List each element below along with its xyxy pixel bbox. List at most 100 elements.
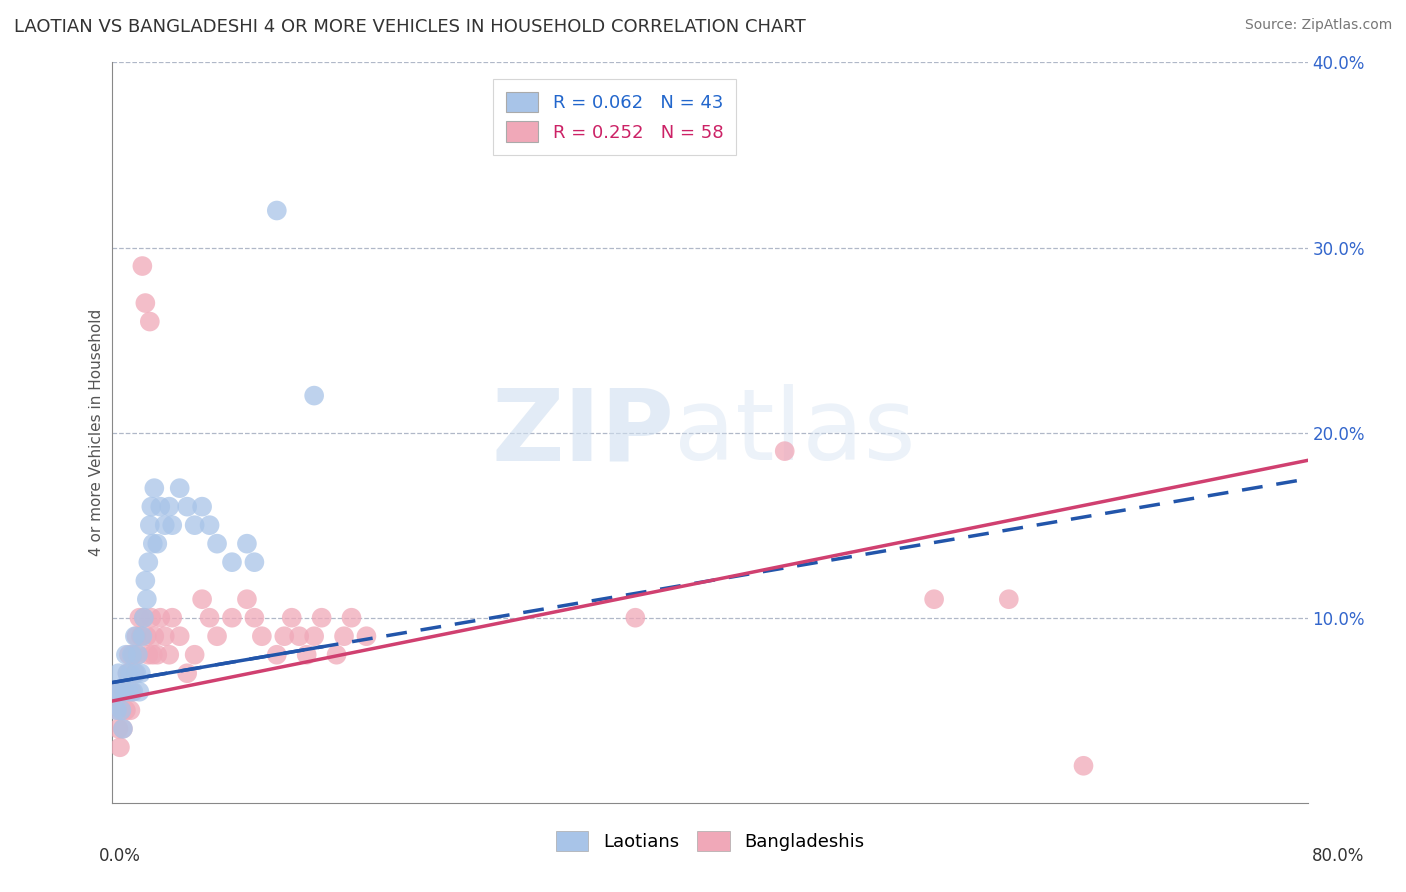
Point xyxy=(131,259,153,273)
Point xyxy=(141,500,163,514)
Point xyxy=(120,666,142,681)
Legend: R = 0.062   N = 43, R = 0.252   N = 58: R = 0.062 N = 43, R = 0.252 N = 58 xyxy=(494,78,735,155)
Point xyxy=(114,685,135,699)
Point xyxy=(122,685,145,699)
Point xyxy=(129,629,152,643)
Point xyxy=(118,648,141,662)
Point xyxy=(146,648,169,662)
Point xyxy=(176,500,198,514)
Point xyxy=(302,629,325,643)
Point xyxy=(118,685,141,699)
Point xyxy=(108,685,131,699)
Point xyxy=(131,629,153,643)
Point xyxy=(138,555,160,569)
Point xyxy=(922,592,945,607)
Point xyxy=(127,648,149,662)
Point xyxy=(104,685,127,699)
Point xyxy=(157,500,180,514)
Point xyxy=(236,592,259,607)
Point xyxy=(149,500,172,514)
Point xyxy=(146,536,169,550)
Point xyxy=(176,666,198,681)
Point xyxy=(115,703,138,717)
Text: 0.0%: 0.0% xyxy=(98,847,141,865)
Point xyxy=(132,610,155,624)
Point xyxy=(356,629,378,643)
Point xyxy=(124,629,146,643)
Point xyxy=(205,536,228,550)
Point xyxy=(142,648,165,662)
Point xyxy=(135,629,157,643)
Point xyxy=(143,481,166,495)
Point xyxy=(250,629,273,643)
Point xyxy=(111,722,134,736)
Point xyxy=(198,610,221,624)
Point xyxy=(127,648,149,662)
Point xyxy=(128,610,150,624)
Point xyxy=(624,610,647,624)
Point xyxy=(117,666,139,681)
Point xyxy=(110,703,132,717)
Point xyxy=(205,629,228,643)
Point xyxy=(221,610,243,624)
Point xyxy=(243,610,266,624)
Point xyxy=(134,574,156,588)
Point xyxy=(183,648,205,662)
Point xyxy=(773,444,796,458)
Point xyxy=(104,685,127,699)
Point xyxy=(169,629,191,643)
Point xyxy=(115,648,138,662)
Point xyxy=(124,666,146,681)
Point xyxy=(122,648,145,662)
Point xyxy=(153,518,176,533)
Point xyxy=(162,610,183,624)
Point xyxy=(139,518,162,533)
Point xyxy=(311,610,333,624)
Point xyxy=(105,703,128,717)
Point xyxy=(162,518,183,533)
Point xyxy=(221,555,243,569)
Point xyxy=(191,500,214,514)
Point xyxy=(121,648,143,662)
Point xyxy=(998,592,1021,607)
Point xyxy=(1073,758,1095,772)
Point xyxy=(121,685,143,699)
Point xyxy=(107,666,129,681)
Point xyxy=(110,703,132,717)
Point xyxy=(169,481,191,495)
Point xyxy=(236,536,259,550)
Point xyxy=(288,629,311,643)
Point xyxy=(111,722,134,736)
Y-axis label: 4 or more Vehicles in Household: 4 or more Vehicles in Household xyxy=(89,309,104,557)
Point xyxy=(141,610,163,624)
Point xyxy=(135,592,157,607)
Text: LAOTIAN VS BANGLADESHI 4 OR MORE VEHICLES IN HOUSEHOLD CORRELATION CHART: LAOTIAN VS BANGLADESHI 4 OR MORE VEHICLE… xyxy=(14,18,806,36)
Point xyxy=(134,296,156,310)
Point xyxy=(198,518,221,533)
Point xyxy=(243,555,266,569)
Point xyxy=(333,629,356,643)
Point xyxy=(325,648,347,662)
Point xyxy=(114,685,135,699)
Point xyxy=(129,666,152,681)
Point xyxy=(266,203,288,218)
Point xyxy=(107,722,129,736)
Point xyxy=(120,703,142,717)
Point xyxy=(143,629,166,643)
Point xyxy=(183,518,205,533)
Point xyxy=(108,740,131,755)
Point xyxy=(142,536,165,550)
Text: 80.0%: 80.0% xyxy=(1312,847,1364,865)
Point xyxy=(117,666,139,681)
Text: ZIP: ZIP xyxy=(491,384,675,481)
Point xyxy=(340,610,363,624)
Text: Source: ZipAtlas.com: Source: ZipAtlas.com xyxy=(1244,18,1392,32)
Point xyxy=(266,648,288,662)
Point xyxy=(273,629,295,643)
Point xyxy=(157,648,180,662)
Point xyxy=(138,648,160,662)
Point xyxy=(149,610,172,624)
Point xyxy=(125,629,148,643)
Text: atlas: atlas xyxy=(675,384,915,481)
Point xyxy=(191,592,214,607)
